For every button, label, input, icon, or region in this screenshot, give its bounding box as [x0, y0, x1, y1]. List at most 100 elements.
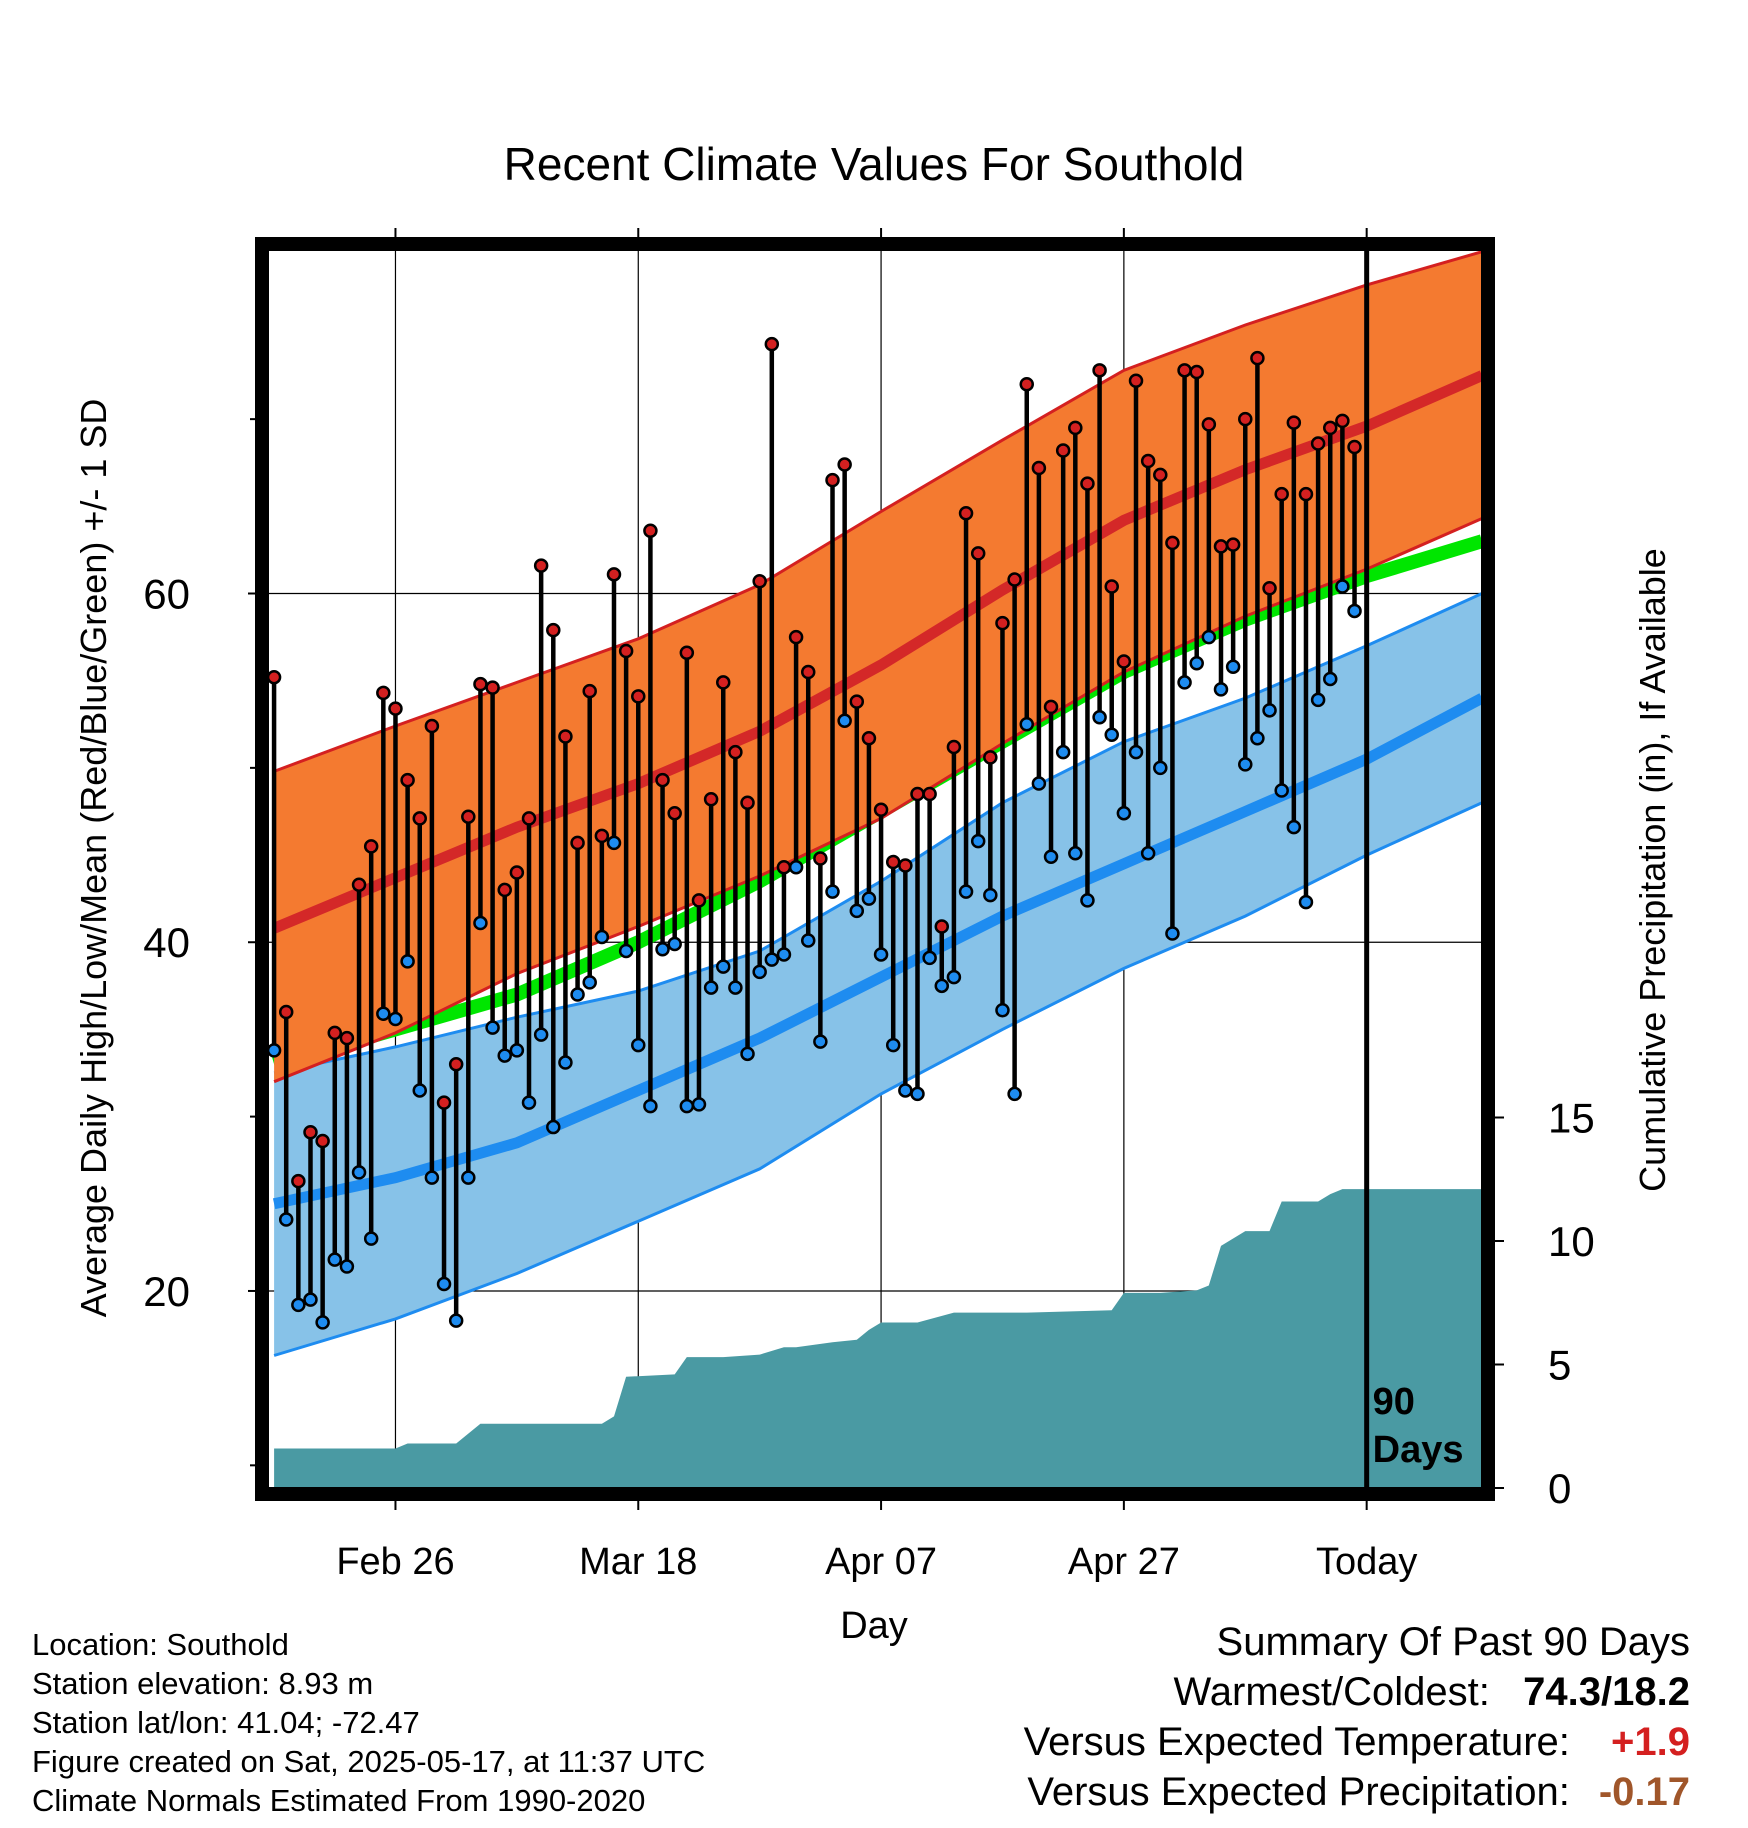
period-label-days: Days: [1373, 1429, 1464, 1471]
info-location: Location: Southold: [32, 1627, 289, 1662]
high-temp-point: [509, 865, 525, 880]
y-tick-label: 60: [143, 571, 190, 618]
low-temp-point: [618, 943, 634, 959]
low-temp-point: [849, 903, 865, 919]
low-temp-point: [1140, 846, 1156, 861]
summary-precip-row: Versus Expected Precipitation: -0.17: [1024, 1767, 1690, 1817]
high-sd-upper-line: [273, 250, 1482, 773]
summary-title: Summary Of Past 90 Days: [1216, 1620, 1690, 1664]
high-temp-point: [946, 739, 962, 755]
low-temp-point: [934, 978, 950, 994]
low-temp-point: [922, 950, 937, 966]
high-temp-point: [268, 669, 282, 685]
high-temp-point: [885, 854, 901, 870]
low-temp-point: [898, 1083, 913, 1098]
high-temp-point: [1225, 537, 1241, 552]
high-temp-point: [412, 811, 427, 826]
low-temp-point: [461, 1170, 476, 1185]
low-temp-point: [813, 1034, 828, 1049]
high-temp-point: [618, 643, 634, 659]
high-temp-point: [497, 882, 512, 898]
high-temp-point: [1201, 417, 1217, 432]
low-temp-point: [1068, 846, 1083, 861]
low-temp-point: [1007, 1086, 1022, 1102]
high-temp-point: [388, 701, 403, 716]
high-temp-point: [837, 457, 852, 472]
low-temp-point: [291, 1297, 306, 1313]
low-temp-point: [1298, 894, 1314, 910]
high-temp-point: [1068, 420, 1083, 436]
high-temp-point: [910, 786, 925, 802]
high-temp-point: [1128, 373, 1144, 389]
high-temp-point: [376, 685, 391, 701]
high-temp-point: [752, 574, 767, 589]
high-temp-point: [1116, 654, 1132, 669]
high-temp-point: [1140, 453, 1156, 469]
low-temp-point: [1092, 710, 1107, 725]
low-temp-point: [958, 884, 974, 899]
low-temp-point: [1128, 744, 1144, 760]
high-temp-point: [582, 683, 597, 699]
low-temp-point: [728, 980, 743, 995]
low-temp-point: [1323, 671, 1338, 687]
high-temp-point: [1274, 486, 1289, 502]
low-temp-point: [424, 1170, 440, 1185]
low-temp-point: [1104, 727, 1119, 742]
y2-tick-label: 15: [1548, 1095, 1595, 1142]
low-temp-point: [1189, 655, 1204, 671]
low-temp-point: [1310, 692, 1326, 708]
high-temp-point: [1153, 467, 1168, 483]
low-temp-point: [400, 954, 415, 969]
chart-title: Recent Climate Values For Southold: [504, 138, 1245, 190]
low-temp-point: [546, 1119, 561, 1135]
y2-tick-label: 10: [1548, 1218, 1595, 1265]
high-temp-point: [278, 1004, 294, 1020]
high-temp-point: [1092, 363, 1107, 378]
low-temp-point: [885, 1037, 901, 1053]
low-temp-point: [1177, 675, 1192, 690]
high-temp-point: [473, 676, 488, 692]
x-tick-label: Feb 26: [336, 1541, 454, 1583]
high-temp-point: [1310, 436, 1326, 451]
high-temp-point: [776, 860, 792, 875]
low-temp-point: [1153, 760, 1168, 776]
y2-tick-label: 0: [1548, 1465, 1571, 1512]
low-temp-point: [910, 1086, 925, 1102]
low-temp-point: [679, 1098, 695, 1114]
low-temp-point: [497, 1048, 512, 1063]
high-temp-point: [436, 1095, 452, 1110]
low-temp-point: [363, 1231, 379, 1246]
high-temp-point: [1007, 572, 1022, 587]
low-temp-point: [691, 1097, 707, 1112]
high-temp-point: [1250, 350, 1265, 366]
high-temp-point: [679, 645, 695, 661]
high-temp-point: [1104, 579, 1119, 594]
low-temp-point: [521, 1095, 537, 1110]
high-temp-point: [546, 622, 561, 638]
low-temp-point: [631, 1037, 646, 1053]
low-temp-point: [485, 1020, 500, 1035]
low-temp-point: [946, 969, 962, 985]
low-temp-point: [970, 833, 986, 849]
low-temp-point: [582, 975, 597, 990]
summary-panel: Summary Of Past 90 Days Warmest/Coldest:…: [1024, 1617, 1690, 1817]
low-temp-point: [1286, 819, 1302, 835]
high-temp-point: [873, 802, 889, 817]
info-elevation: Station elevation: 8.93 m: [32, 1666, 374, 1701]
summary-precip-value: -0.17: [1598, 1770, 1690, 1814]
high-temp-point: [1177, 363, 1192, 378]
plot-area: 90 Days 20 40 60 0 5 10 15 Feb 26 Mar 18 Apr 07 Apr …: [143, 228, 1595, 1583]
low-temp-point: [1031, 776, 1047, 791]
high-temp-point: [813, 851, 828, 866]
low-temp-point: [339, 1259, 355, 1274]
x-tick-label: Apr 07: [825, 1541, 937, 1583]
low-temp-point: [594, 929, 610, 945]
low-sd-lower-line: [273, 801, 1482, 1357]
low-temp-point: [268, 1043, 282, 1058]
low-temp-point: [1225, 659, 1241, 674]
y-tick-label: 20: [143, 1268, 190, 1315]
high-temp-point: [898, 858, 913, 873]
high-temp-point: [1080, 476, 1095, 491]
low-temp-point: [716, 959, 731, 974]
x-tick-label: Apr 27: [1068, 1541, 1180, 1583]
